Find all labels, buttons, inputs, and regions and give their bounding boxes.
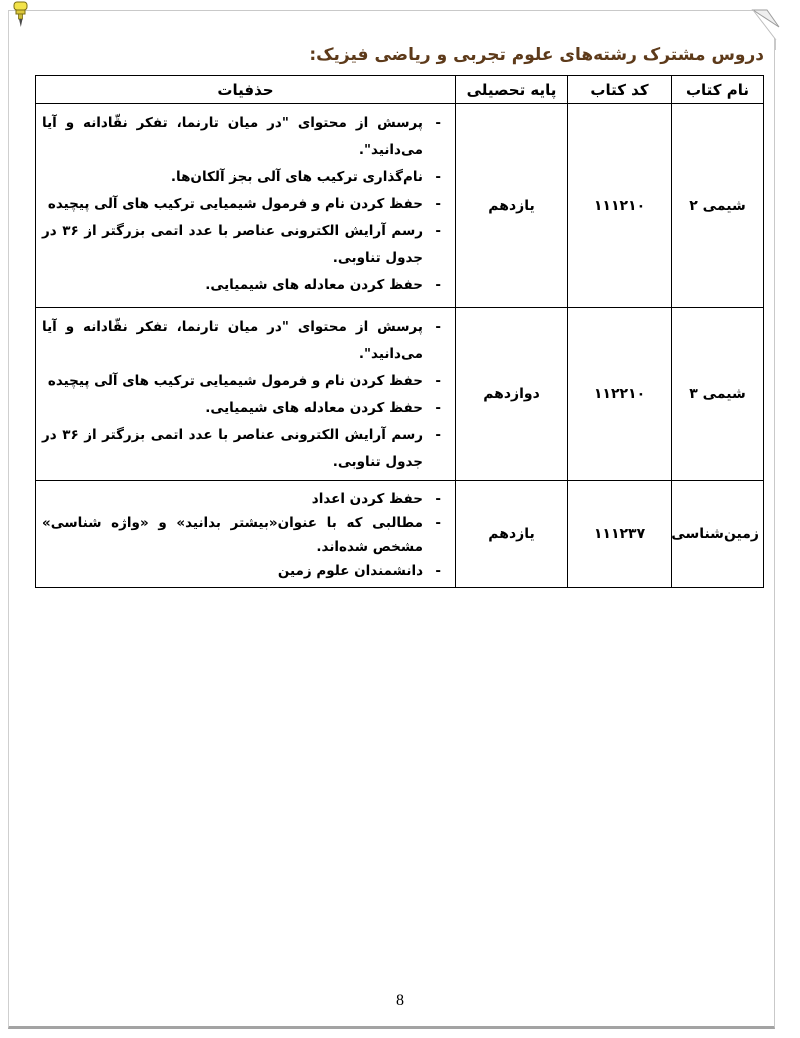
deletion-item: پرسش از محتوای "در میان تارنما، تفکر نقّ… [42,314,447,368]
deletions-list: پرسش از محتوای "در میان تارنما، تفکر نقّ… [42,314,447,476]
deletion-item: حفظ کردن نام و فرمول شیمیایی ترکیب های آ… [42,191,447,218]
deletion-item: رسم آرایش الکترونی عناصر با عدد اتمی بزر… [42,422,447,476]
cell-book-code: ۱۱۲۲۱۰ [567,307,672,481]
table-row-chem3: شیمی ۳ ۱۱۲۲۱۰ دوازدهم پرسش از محتوای "در… [35,307,764,481]
pushpin-icon [13,1,28,27]
table-row-geology: زمین‌شناسی ۱۱۱۲۳۷ یازدهم حفظ کردن اعدادم… [35,480,764,588]
cell-grade: یازدهم [455,480,568,588]
deletion-item: حفظ کردن نام و فرمول شیمیایی ترکیب های آ… [42,368,447,395]
deletion-item: حفظ کردن معادله های شیمیایی. [42,272,447,299]
header-book-code: کد کتاب [567,75,672,104]
page-title: دروس مشترک رشته‌های علوم تجربی و ریاضی ف… [309,45,764,65]
header-book-name: نام کتاب [671,75,764,104]
deletion-item: حفظ کردن اعداد [42,487,447,511]
header-deletions: حذفیات [35,75,456,104]
cell-grade: یازدهم [455,103,568,308]
cell-book-name: شیمی ۲ [671,103,764,308]
cell-book-code: ۱۱۱۲۳۷ [567,480,672,588]
deletion-item: مطالبی که با عنوان«بیشتر بدانید» و «واژه… [42,511,447,559]
page-curl-icon [744,9,780,50]
cell-book-name: شیمی ۳ [671,307,764,481]
cell-deletions: حفظ کردن اعدادمطالبی که با عنوان«بیشتر ب… [35,480,456,588]
page-border [8,10,775,1029]
deletion-item: نام‌گذاری ترکیب های آلی بجز آلکان‌ها. [42,164,447,191]
deletion-item: دانشمندان علوم زمین [42,559,447,583]
header-grade: پایه تحصیلی [455,75,568,104]
cell-book-code: ۱۱۱۲۱۰ [567,103,672,308]
cell-grade: دوازدهم [455,307,568,481]
deletions-list: حفظ کردن اعدادمطالبی که با عنوان«بیشتر ب… [42,487,447,583]
deletions-table: نام کتاب کد کتاب پایه تحصیلی حذفیات شیمی… [35,75,764,588]
cell-deletions: پرسش از محتوای "در میان تارنما، تفکر نقّ… [35,307,456,481]
page-number: 8 [396,992,404,1009]
table-row-chem2: شیمی ۲ ۱۱۱۲۱۰ یازدهم پرسش از محتوای "در … [35,103,764,308]
cell-book-name: زمین‌شناسی [671,480,764,588]
deletion-item: حفظ کردن معادله های شیمیایی. [42,395,447,422]
deletion-item: پرسش از محتوای "در میان تارنما، تفکر نقّ… [42,110,447,164]
table-header-row: نام کتاب کد کتاب پایه تحصیلی حذفیات [35,75,764,104]
deletion-item: رسم آرایش الکترونی عناصر با عدد اتمی بزر… [42,218,447,272]
cell-deletions: پرسش از محتوای "در میان تارنما، تفکر نقّ… [35,103,456,308]
deletions-list: پرسش از محتوای "در میان تارنما، تفکر نقّ… [42,110,447,299]
